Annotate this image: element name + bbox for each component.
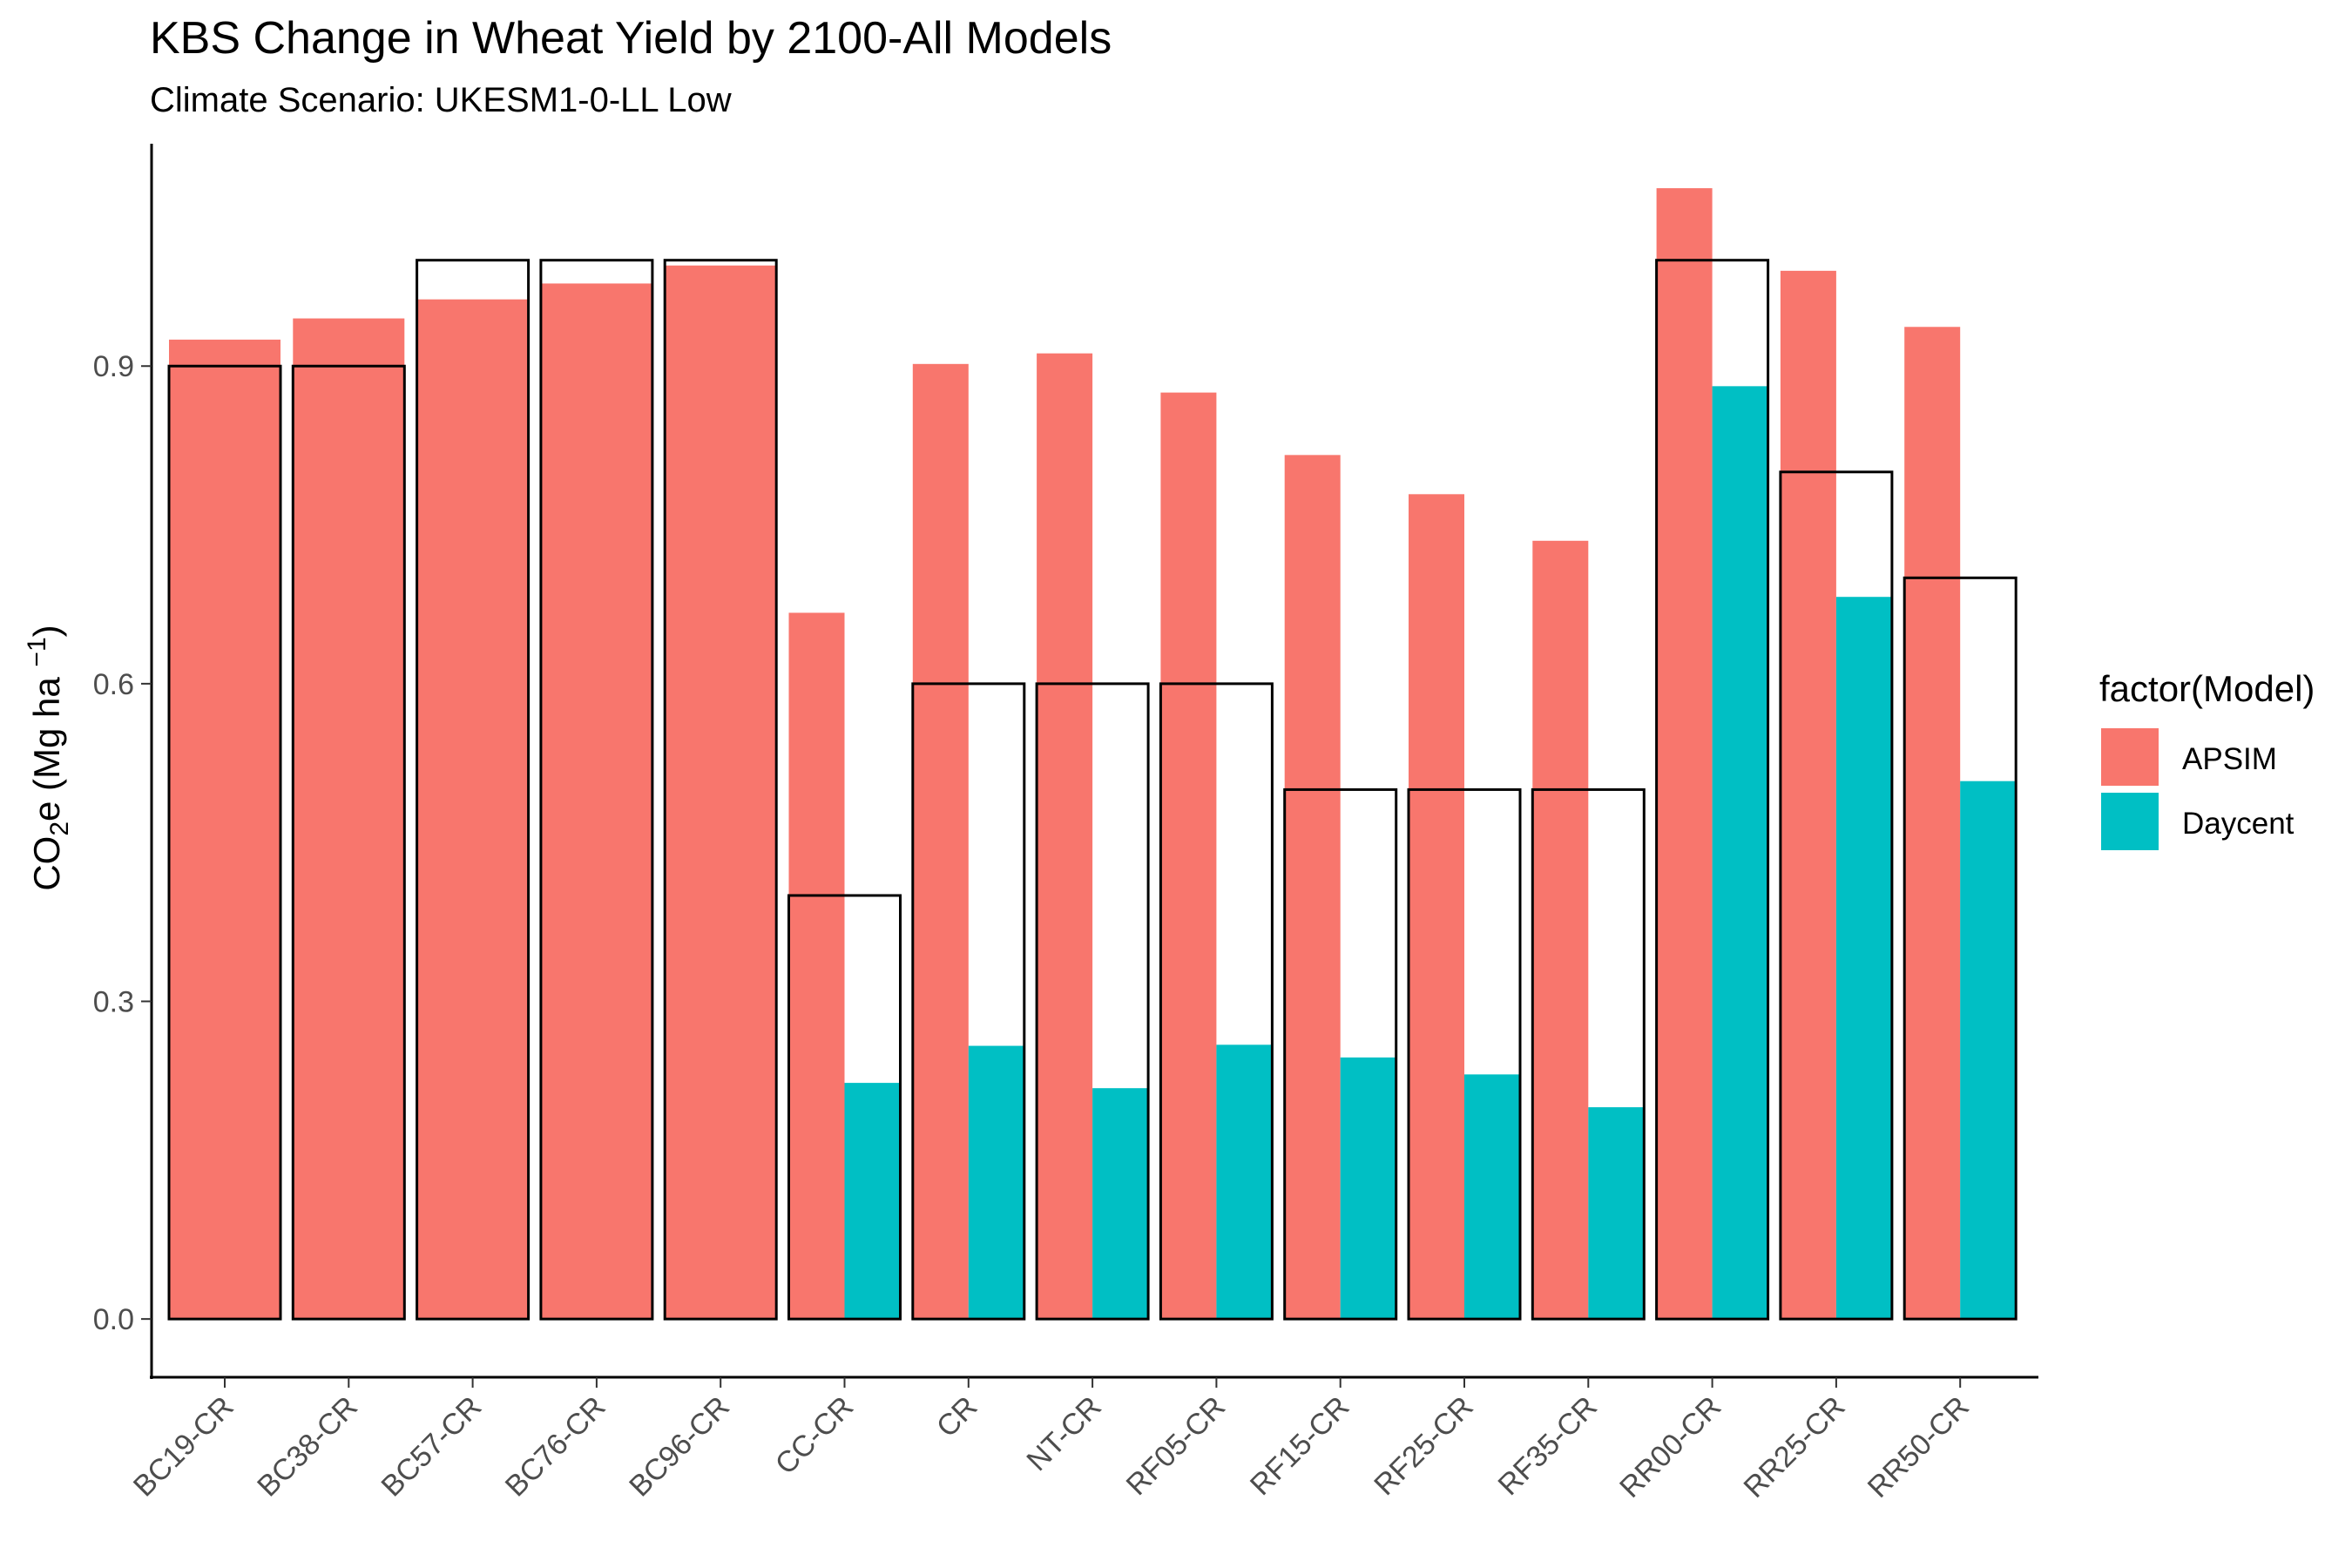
y-axis-title-subscript: 2 — [45, 821, 74, 836]
bars-layer — [169, 188, 2017, 1320]
bar-apsim-rr00-cr — [1656, 188, 1713, 1320]
bar-daycent-rr50-cr — [1960, 781, 2017, 1320]
x-tick-label-nt-cr: NT-CR — [1020, 1390, 1107, 1477]
outline-bar-bc96-cr — [663, 259, 778, 1321]
legend: factor(Model) APSIM Daycent — [2099, 668, 2315, 850]
x-tick-label-rr25-cr: RR25-CR — [1737, 1390, 1851, 1504]
x-tick-label-rf05-cr: RF05-CR — [1120, 1390, 1232, 1502]
legend-key-apsim — [2101, 728, 2159, 786]
y-axis-title-main: CO — [26, 836, 67, 891]
bar-apsim-rf35-cr — [1532, 540, 1589, 1320]
outline-bar-rr00-cr — [1655, 259, 1770, 1321]
bar-daycent-rf05-cr — [1216, 1044, 1273, 1320]
outline-bar-rf05-cr — [1159, 682, 1274, 1321]
bar-daycent-cr — [968, 1045, 1024, 1320]
bar-apsim-nt-cr — [1037, 353, 1093, 1320]
x-tick-label-bc19-cr: BC19-CR — [127, 1390, 240, 1504]
bar-daycent-rf25-cr — [1464, 1074, 1520, 1320]
bar-daycent-rf15-cr — [1340, 1057, 1396, 1320]
outline-bar-rf25-cr — [1407, 787, 1522, 1321]
x-tick-label-rf25-cr: RF25-CR — [1368, 1390, 1479, 1502]
bar-apsim-bc38-cr — [293, 318, 405, 1320]
outline-bar-bc57-cr — [416, 259, 531, 1321]
bar-apsim-rr50-cr — [1904, 327, 1961, 1320]
bar-daycent-rf35-cr — [1588, 1107, 1645, 1320]
x-tick-label-rf35-cr: RF35-CR — [1492, 1390, 1604, 1502]
x-tick-label-cr: CR — [930, 1390, 984, 1444]
axes-layer — [150, 144, 2038, 1379]
outline-layer — [167, 259, 2017, 1321]
bar-daycent-cc-cr — [844, 1083, 901, 1320]
x-tick-label-bc76-cr: BC76-CR — [499, 1390, 612, 1504]
bar-apsim-bc76-cr — [540, 283, 652, 1320]
bar-apsim-rf25-cr — [1409, 494, 1464, 1320]
y-axis-title-superscript: −1 — [23, 637, 51, 666]
bar-apsim-bc96-cr — [665, 265, 777, 1320]
x-ticks: BC19-CR BC38-CR BC57-CR BC76-CR BC96-CR CC-CR… — [127, 1377, 1976, 1504]
legend-label-daycent: Daycent — [2182, 807, 2295, 841]
outline-bar-rf15-cr — [1283, 787, 1398, 1321]
x-tick-label-bc57-cr: BC57-CR — [375, 1390, 489, 1504]
legend-label-apsim: APSIM — [2182, 742, 2277, 776]
outline-bar-bc76-cr — [539, 259, 654, 1321]
outline-bar-bc38-cr — [291, 364, 406, 1321]
bar-apsim-rf15-cr — [1284, 455, 1341, 1320]
chart-subtitle: Climate Scenario: UKESM1-0-LL Low — [150, 81, 732, 119]
outline-bar-cc-cr — [787, 894, 902, 1321]
x-tick-label-rr50-cr: RR50-CR — [1862, 1390, 1976, 1504]
outline-bar-nt-cr — [1035, 682, 1150, 1321]
x-tick-label-bc96-cr: BC96-CR — [623, 1390, 736, 1504]
x-tick-label-rf15-cr: RF15-CR — [1244, 1390, 1355, 1502]
bar-daycent-nt-cr — [1092, 1088, 1149, 1320]
x-tick-label-cc-cr: CC-CR — [769, 1390, 860, 1481]
legend-key-daycent — [2101, 793, 2159, 850]
bar-daycent-rr25-cr — [1835, 597, 1892, 1320]
bar-apsim-cc-cr — [788, 612, 845, 1320]
y-tick-label-0: 0.0 — [93, 1303, 134, 1336]
bar-apsim-rf05-cr — [1160, 392, 1217, 1320]
bar-apsim-bc57-cr — [416, 299, 529, 1320]
bar-daycent-rr00-cr — [1712, 386, 1768, 1320]
y-axis-title-close: ) — [26, 625, 67, 637]
bar-apsim-rr25-cr — [1780, 270, 1836, 1320]
bar-apsim-bc19-cr — [169, 339, 280, 1320]
y-ticks: 0.0 0.3 0.6 0.9 — [93, 350, 152, 1336]
y-tick-label-1: 0.3 — [93, 986, 134, 1019]
y-tick-label-2: 0.6 — [93, 668, 134, 701]
legend-title: factor(Model) — [2099, 668, 2315, 709]
outline-bar-rr50-cr — [1903, 576, 2017, 1321]
bar-apsim-cr — [912, 363, 969, 1320]
outline-bar-rr25-cr — [1779, 470, 1894, 1321]
outline-bar-bc19-cr — [167, 364, 282, 1321]
y-tick-label-3: 0.9 — [93, 350, 134, 383]
y-axis-title: CO2e (Mg ha −1) — [23, 625, 74, 890]
outline-bar-cr — [911, 682, 1026, 1321]
chart-title: KBS Change in Wheat Yield by 2100-All Mo… — [150, 13, 1112, 64]
y-axis-title-after-subscript: e (Mg ha — [26, 667, 67, 821]
outline-bar-rf35-cr — [1531, 787, 1646, 1321]
x-tick-label-bc38-cr: BC38-CR — [251, 1390, 364, 1504]
x-tick-label-rr00-cr: RR00-CR — [1613, 1390, 1727, 1504]
